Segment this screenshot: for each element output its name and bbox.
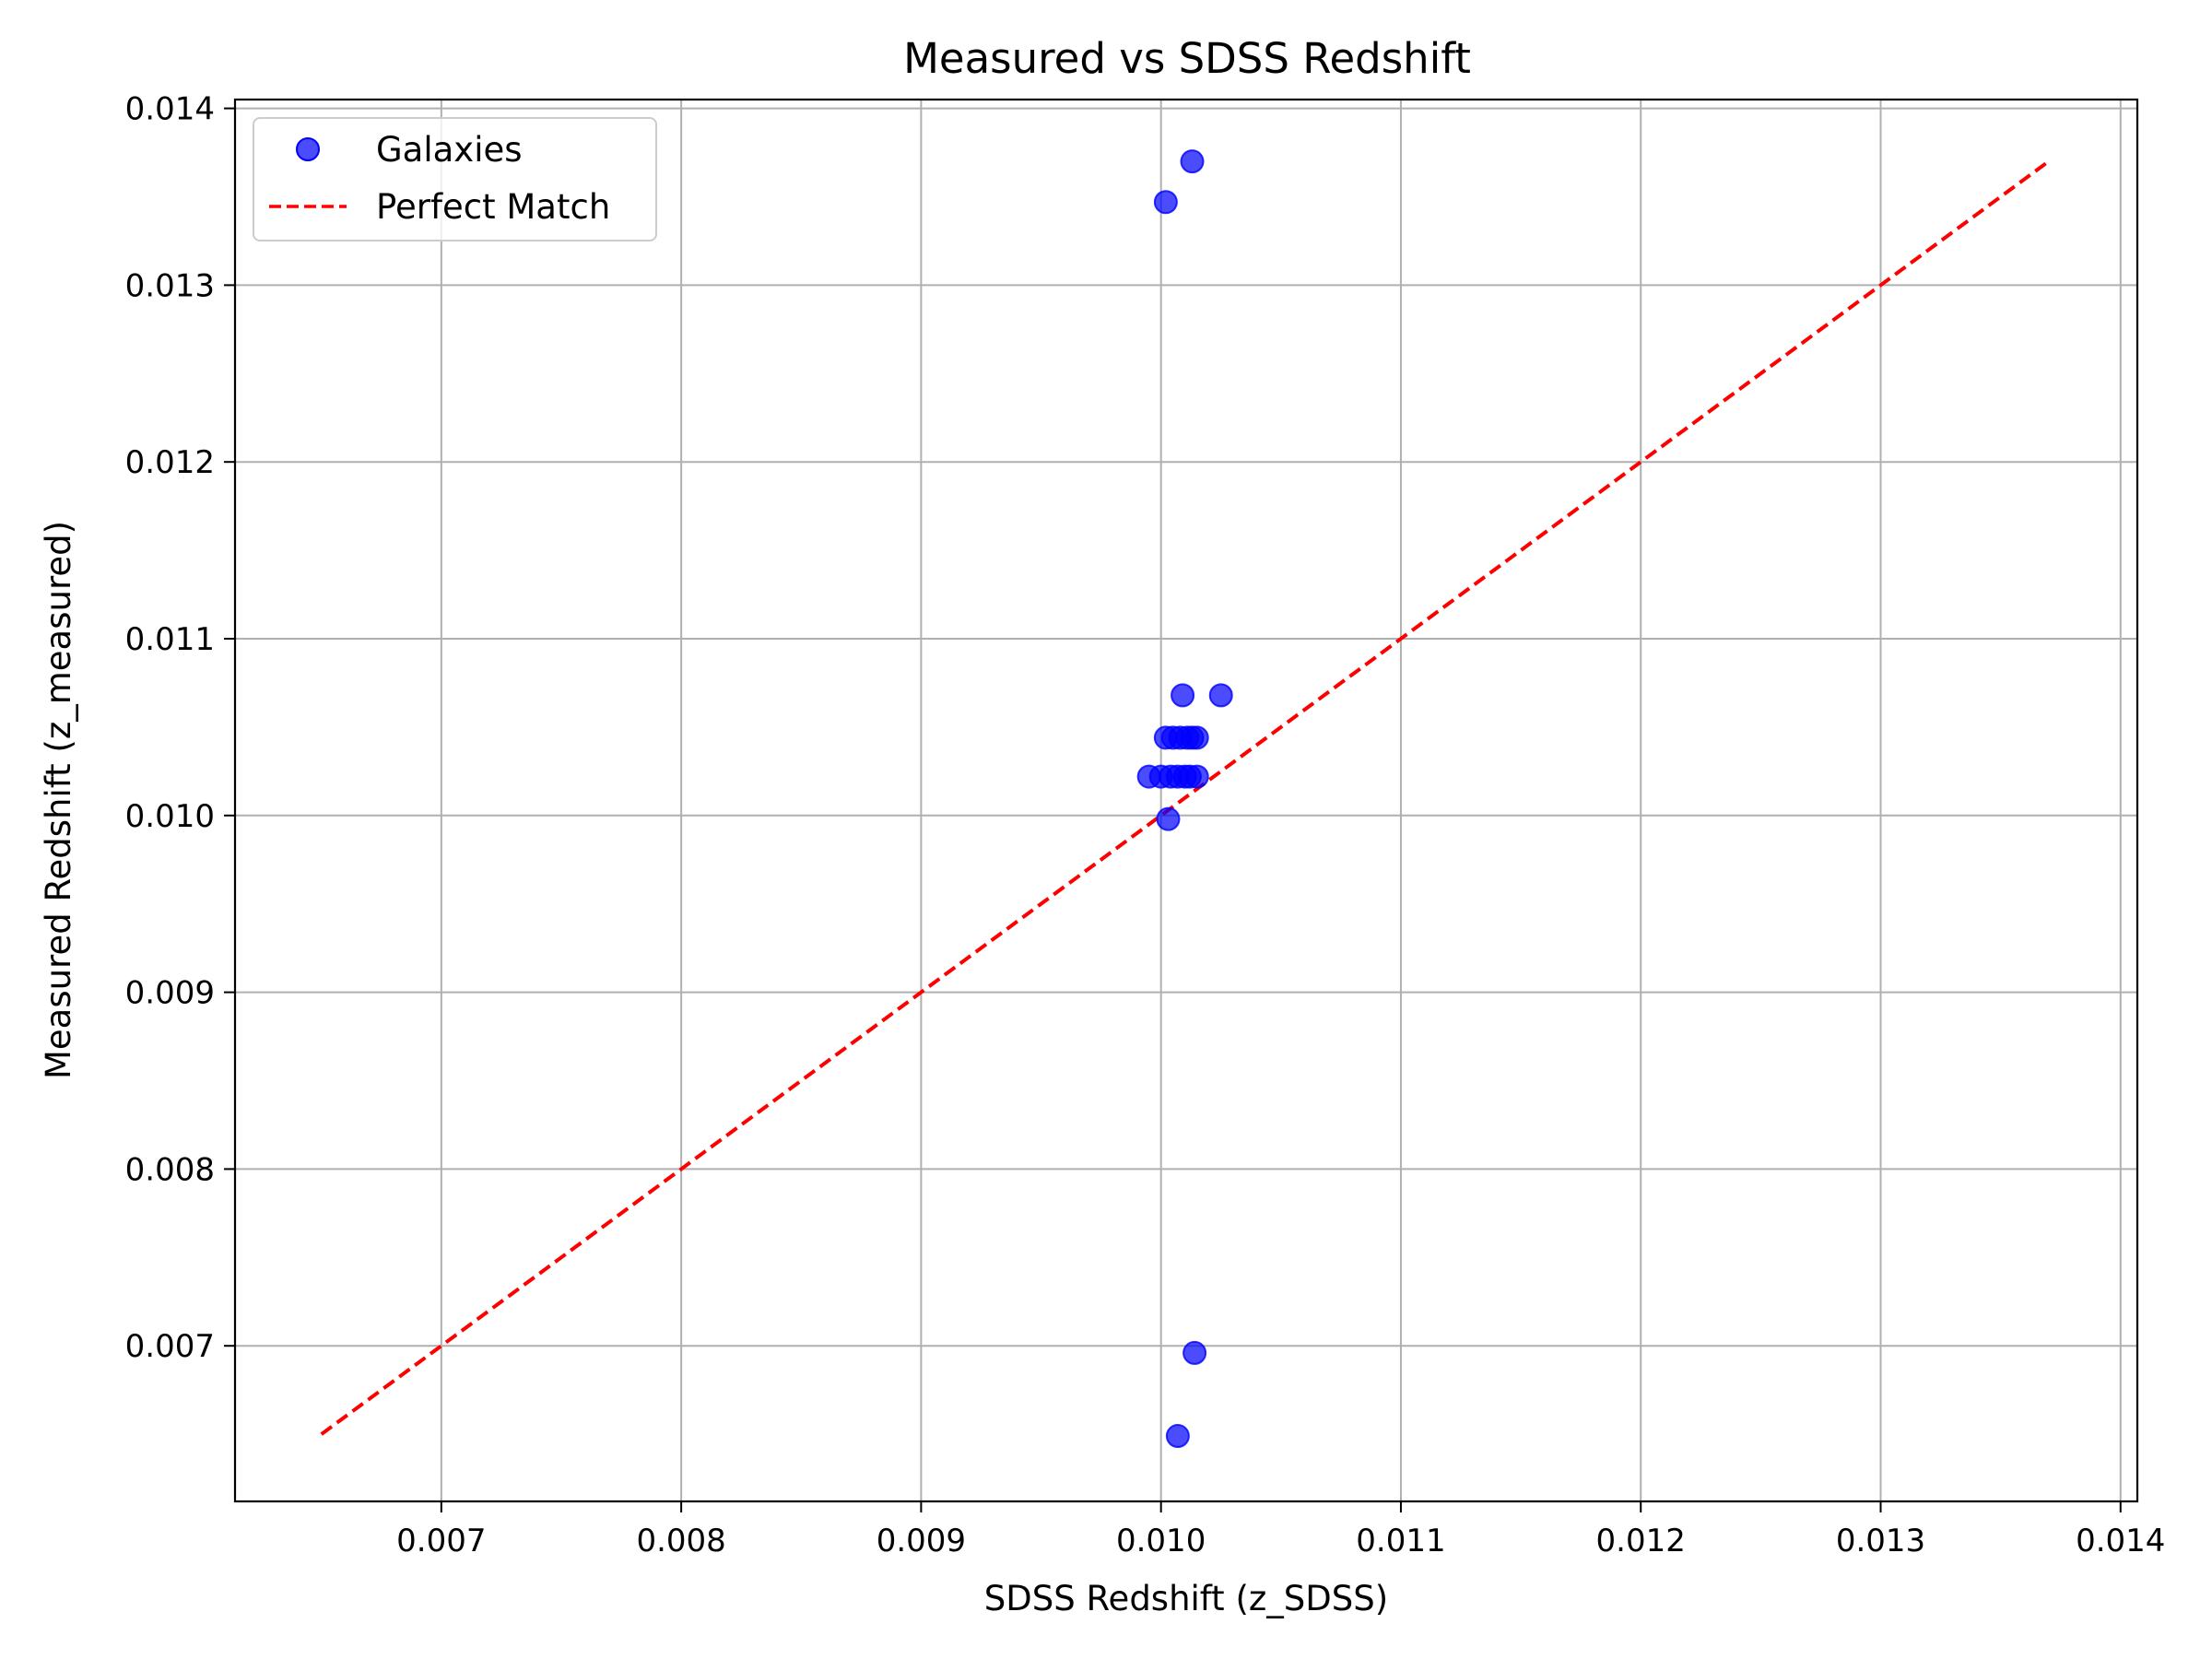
galaxy-point bbox=[1180, 149, 1205, 174]
legend: Galaxies Perfect Match bbox=[253, 117, 657, 241]
galaxy-point bbox=[1208, 683, 1233, 708]
y-tick-label: 0.010 bbox=[125, 798, 215, 835]
y-tick-label: 0.009 bbox=[125, 975, 215, 1012]
y-tick-label: 0.014 bbox=[125, 91, 215, 128]
chart-title: Measured vs SDSS Redshift bbox=[903, 34, 1471, 83]
y-axis-ticks: 0.007 0.008 0.009 0.010 0.011 0.012 0.013 0.014 bbox=[125, 91, 235, 1365]
x-axis-label: SDSS Redshift (z_SDSS) bbox=[984, 1579, 1388, 1618]
grid-lines bbox=[235, 100, 2137, 1501]
galaxy-point bbox=[1171, 683, 1195, 708]
galaxy-point bbox=[1184, 725, 1209, 750]
x-tick-label: 0.011 bbox=[1356, 1523, 1445, 1559]
perfect-match-line bbox=[320, 159, 2050, 1436]
galaxy-point bbox=[1153, 190, 1178, 215]
y-tick-label: 0.007 bbox=[125, 1328, 215, 1365]
y-axis-label: Measured Redshift (z_measured) bbox=[39, 521, 78, 1079]
galaxy-point bbox=[1165, 1424, 1190, 1449]
galaxy-point bbox=[1156, 806, 1181, 831]
x-tick-label: 0.007 bbox=[396, 1523, 486, 1559]
y-tick-label: 0.011 bbox=[125, 621, 215, 658]
x-tick-label: 0.014 bbox=[2076, 1523, 2165, 1559]
galaxy-point bbox=[1182, 1340, 1207, 1365]
legend-label-galaxies: Galaxies bbox=[376, 130, 523, 170]
y-tick-label: 0.012 bbox=[125, 444, 215, 481]
galaxy-point bbox=[1184, 764, 1209, 789]
x-tick-label: 0.008 bbox=[636, 1523, 725, 1559]
legend-label-perfect-match: Perfect Match bbox=[376, 187, 610, 227]
x-tick-label: 0.009 bbox=[877, 1523, 966, 1559]
legend-marker-galaxies bbox=[296, 137, 320, 161]
plot-area-frame bbox=[233, 98, 2139, 1503]
x-tick-label: 0.010 bbox=[1116, 1523, 1206, 1559]
perfect-match-line-layer bbox=[320, 159, 2050, 1436]
legend-frame bbox=[253, 117, 657, 241]
y-tick-label: 0.008 bbox=[125, 1151, 215, 1188]
galaxy-points-layer bbox=[1136, 149, 1233, 1449]
x-tick-label: 0.013 bbox=[1836, 1523, 1925, 1559]
x-axis-ticks: 0.007 0.008 0.009 0.010 0.011 0.012 0.013 0.014 bbox=[396, 1501, 2165, 1559]
y-tick-label: 0.013 bbox=[125, 267, 215, 304]
x-tick-label: 0.012 bbox=[1596, 1523, 1686, 1559]
